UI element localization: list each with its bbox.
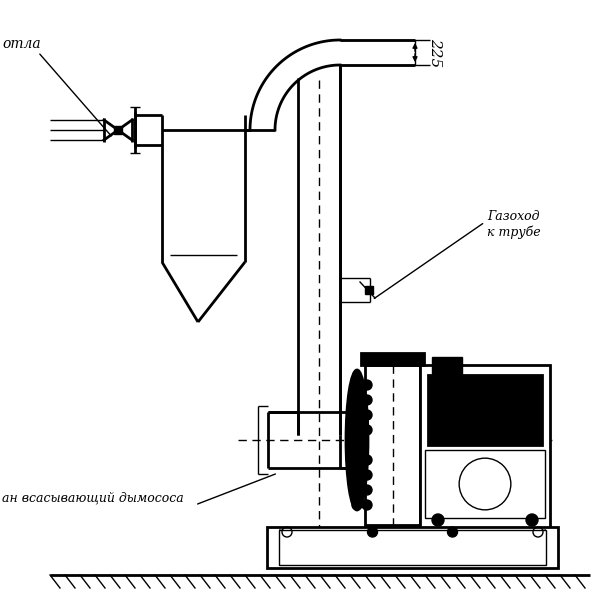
Circle shape [352, 395, 362, 405]
Bar [428, 375, 542, 445]
Bar [361, 353, 424, 365]
Bar [114, 126, 122, 134]
Circle shape [352, 455, 362, 465]
Bar [425, 450, 545, 518]
Bar [365, 286, 373, 294]
Circle shape [367, 527, 377, 537]
Circle shape [362, 380, 372, 390]
Bar [365, 365, 420, 525]
Text: Газоход
к трубе: Газоход к трубе [487, 210, 541, 239]
Text: отла: отла [2, 37, 41, 51]
Circle shape [448, 527, 458, 537]
Circle shape [362, 500, 372, 510]
Ellipse shape [346, 370, 368, 510]
Circle shape [352, 425, 362, 435]
Circle shape [362, 485, 372, 495]
Circle shape [362, 395, 372, 405]
Circle shape [352, 470, 362, 480]
Bar [279, 530, 546, 565]
Circle shape [352, 410, 362, 420]
Bar [432, 357, 462, 375]
Circle shape [352, 500, 362, 510]
Circle shape [362, 425, 372, 435]
Text: ан всасывающий дымососа: ан всасывающий дымососа [2, 491, 184, 505]
Circle shape [352, 485, 362, 495]
Circle shape [526, 514, 538, 526]
Bar [420, 365, 550, 530]
Circle shape [432, 514, 444, 526]
Text: 225: 225 [428, 38, 442, 67]
Bar [267, 527, 558, 568]
Circle shape [352, 380, 362, 390]
Circle shape [362, 470, 372, 480]
Circle shape [362, 455, 372, 465]
Circle shape [362, 410, 372, 420]
